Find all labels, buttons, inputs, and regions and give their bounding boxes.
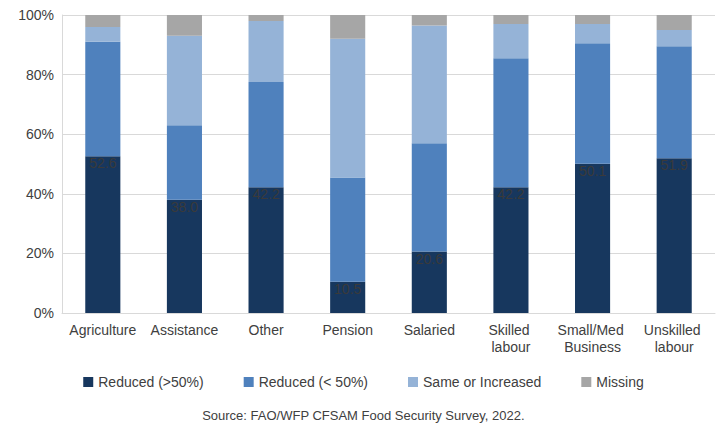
svg-text:20%: 20% <box>26 245 54 261</box>
svg-text:Assistance: Assistance <box>151 322 219 338</box>
svg-text:Reduced (< 50%): Reduced (< 50%) <box>259 374 368 390</box>
svg-text:10.5: 10.5 <box>334 281 361 297</box>
svg-text:Source: FAO/WFP CFSAM Food Sec: Source: FAO/WFP CFSAM Food Security Surv… <box>202 408 524 423</box>
svg-text:Missing: Missing <box>596 374 643 390</box>
svg-text:51.9: 51.9 <box>661 157 688 173</box>
svg-text:100%: 100% <box>18 7 54 23</box>
svg-text:labour: labour <box>655 339 694 355</box>
svg-text:50.1: 50.1 <box>579 163 606 179</box>
svg-text:Salaried: Salaried <box>404 322 455 338</box>
svg-text:labour: labour <box>491 339 530 355</box>
svg-text:20.6: 20.6 <box>416 251 443 267</box>
svg-text:Small/Med: Small/Med <box>558 322 628 338</box>
svg-text:Other: Other <box>249 322 284 338</box>
svg-text:Skilled: Skilled <box>488 322 533 338</box>
svg-text:60%: 60% <box>26 126 54 142</box>
svg-text:Reduced (>50%): Reduced (>50%) <box>98 374 203 390</box>
svg-text:0%: 0% <box>34 305 54 321</box>
svg-text:Pension: Pension <box>322 322 373 338</box>
svg-text:52.6: 52.6 <box>89 155 116 171</box>
svg-text:Business: Business <box>564 339 621 355</box>
svg-text:42.2: 42.2 <box>252 186 279 202</box>
svg-text:Agriculture: Agriculture <box>69 322 136 338</box>
svg-text:80%: 80% <box>26 67 54 83</box>
svg-text:Same or Increased: Same or Increased <box>423 374 541 390</box>
svg-text:38.0: 38.0 <box>171 199 198 215</box>
svg-text:Unskilled: Unskilled <box>644 322 705 338</box>
svg-text:42.2: 42.2 <box>497 186 524 202</box>
svg-text:40%: 40% <box>26 186 54 202</box>
